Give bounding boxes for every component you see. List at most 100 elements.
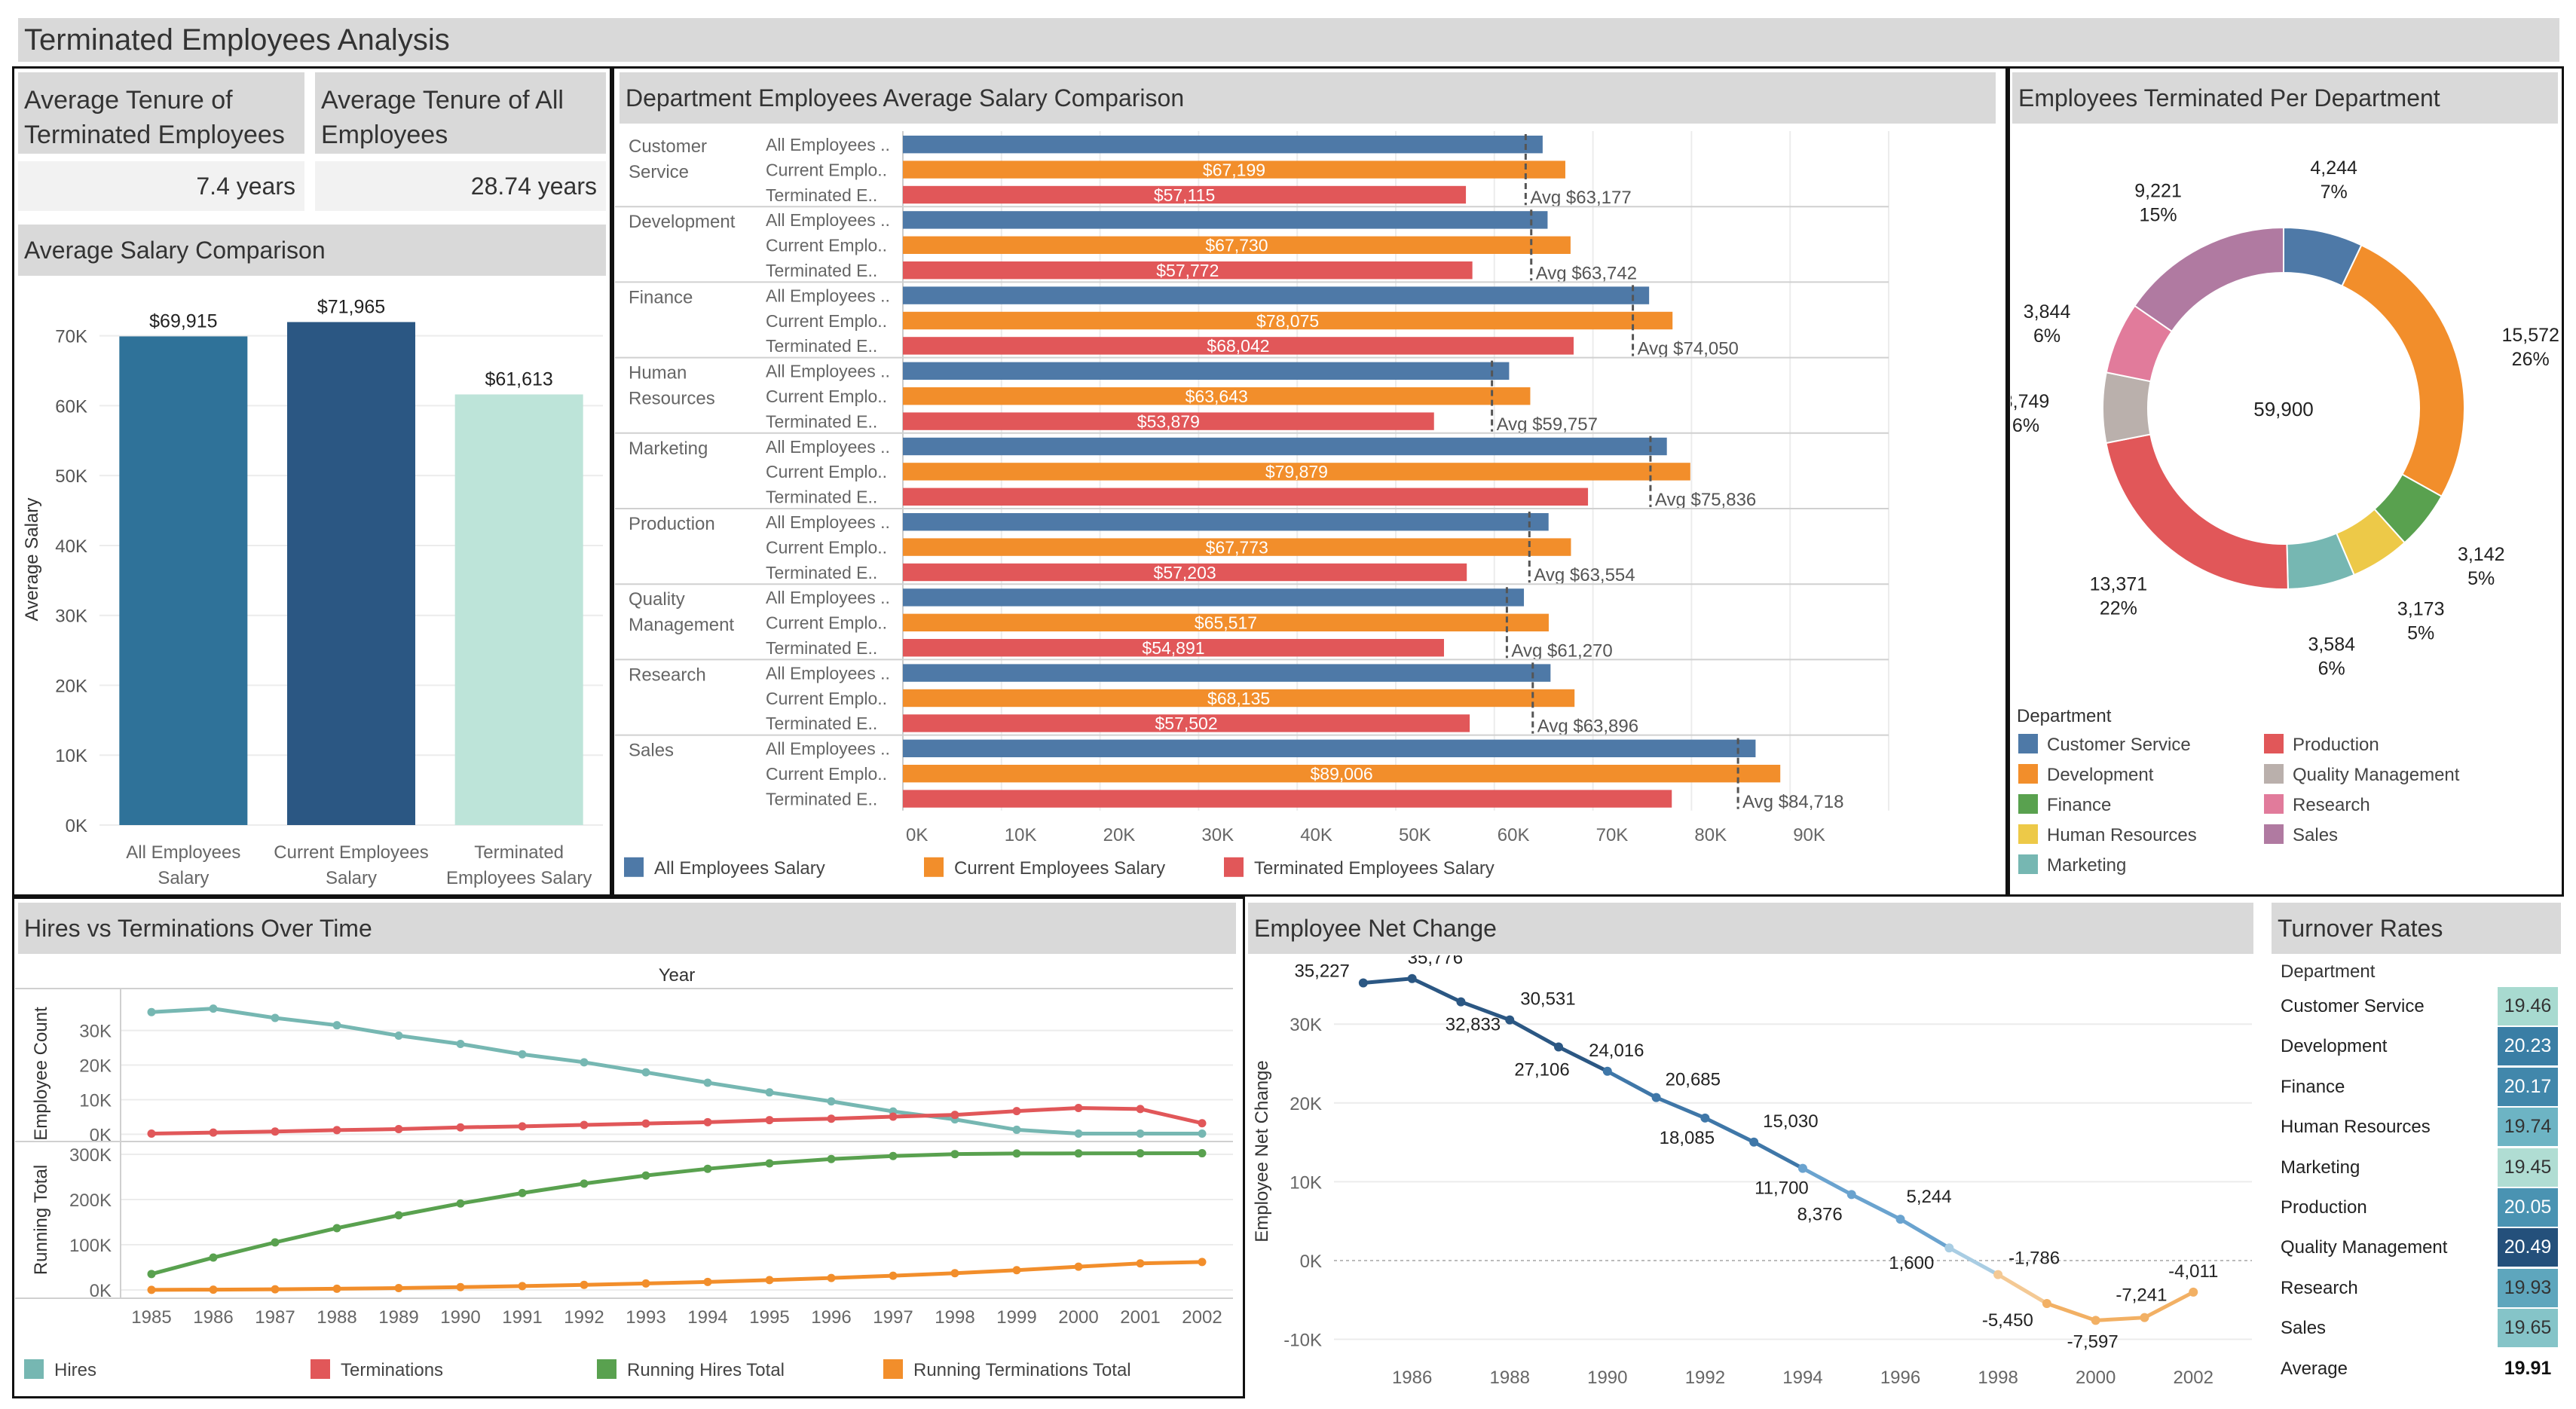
- bar-value-label: $53,879: [1137, 411, 1200, 431]
- donut-slice: [2105, 433, 2289, 590]
- legend-label: Terminations: [341, 1360, 443, 1380]
- y-tick-label: 40K: [55, 536, 87, 557]
- data-point: [1012, 1107, 1021, 1116]
- data-point: [271, 1238, 280, 1247]
- turnover-row: Production 20.05: [2275, 1187, 2561, 1228]
- x-tick-label: 20K: [1103, 825, 1136, 845]
- data-label: 35,776: [1408, 955, 1463, 968]
- data-point: [1993, 1270, 2003, 1279]
- data-point: [518, 1050, 527, 1059]
- reference-label: Avg $63,177: [1530, 188, 1631, 208]
- legend-label: Development: [2047, 765, 2154, 785]
- data-point: [580, 1280, 589, 1289]
- data-point: [1074, 1129, 1083, 1138]
- data-point: [332, 1021, 341, 1030]
- x-tick-label: 1990: [440, 1307, 480, 1328]
- department-label: Management: [629, 615, 734, 635]
- bar-value-label: $78,075: [1256, 311, 1319, 331]
- measure-label: Terminated E..: [766, 336, 877, 356]
- data-point: [456, 1199, 465, 1208]
- data-point: [827, 1154, 836, 1163]
- line-segment: [1899, 1217, 1950, 1250]
- legend-label: Quality Management: [2293, 765, 2460, 785]
- data-point: [456, 1123, 465, 1132]
- bar-value-label: $57,502: [1155, 714, 1217, 733]
- department-label: Resources: [629, 389, 715, 409]
- legend-swatch: [311, 1359, 330, 1379]
- legend-label: Human Resources: [2047, 825, 2197, 845]
- dept-salary-title: Department Employees Average Salary Comp…: [620, 72, 1996, 124]
- legend-label: All Employees Salary: [654, 858, 825, 879]
- turnover-table: Customer Service 19.46 Development 20.23 Fin…: [2275, 987, 2561, 1389]
- data-label: -4,011: [2168, 1261, 2218, 1282]
- turnover-rate-value: 20.23: [2498, 1027, 2558, 1066]
- slice-percent-label: 26%: [2512, 349, 2550, 370]
- data-point: [2189, 1287, 2198, 1297]
- line-segment: [1801, 1166, 1852, 1197]
- legend-swatch: [2018, 824, 2038, 844]
- turnover-department-label: Sales: [2281, 1318, 2327, 1339]
- line-segment: [1752, 1140, 1804, 1170]
- turnover-department-label: Development: [2281, 1036, 2388, 1057]
- turnover-rate-value: 19.46: [2498, 987, 2558, 1025]
- data-point: [1136, 1105, 1145, 1114]
- measure-label: All Employees ..: [766, 362, 890, 381]
- bar: [903, 739, 1756, 757]
- data-point: [1198, 1119, 1207, 1128]
- bar: [903, 463, 1690, 481]
- turnover-department-label: Finance: [2281, 1076, 2345, 1097]
- series-line: [151, 1105, 1203, 1135]
- y-tick-label: 30K: [55, 607, 87, 627]
- data-point: [827, 1097, 836, 1106]
- data-point: [394, 1125, 403, 1134]
- x-axis-title: Year: [659, 965, 696, 986]
- bar: [903, 136, 1543, 154]
- turnover-row: Sales 19.65: [2275, 1309, 2561, 1349]
- line-segment: [1460, 1000, 1511, 1022]
- data-point: [332, 1126, 341, 1135]
- hires-panel: [12, 897, 1245, 1398]
- data-point: [641, 1068, 650, 1077]
- x-tick-label: 1990: [1587, 1368, 1627, 1388]
- legend-swatch: [2264, 824, 2284, 844]
- measure-label: Current Emplo..: [766, 387, 887, 406]
- turnover-row: Customer Service 19.46: [2275, 987, 2561, 1027]
- x-tick-label: 1991: [502, 1307, 542, 1328]
- bar: [903, 689, 1575, 708]
- measure-label: Current Emplo..: [766, 689, 887, 708]
- legend-swatch: [24, 1359, 44, 1379]
- legend-label: Running Terminations Total: [913, 1360, 1131, 1380]
- x-tick-label: 50K: [1399, 825, 1431, 845]
- x-tick-label: 1996: [811, 1307, 851, 1328]
- line-segment: [1948, 1246, 1999, 1276]
- slice-percent-label: 7%: [2321, 182, 2348, 203]
- reference-label: Avg $59,757: [1497, 414, 1598, 435]
- x-tick-label: 2000: [1058, 1307, 1098, 1328]
- turnover-rate-value: 19.74: [2498, 1108, 2558, 1147]
- x-tick-label: Employees Salary: [446, 868, 592, 888]
- turnover-rate-value: 20.05: [2498, 1187, 2558, 1227]
- data-point: [827, 1114, 836, 1123]
- slice-value-label: 9,221: [2134, 180, 2182, 201]
- bar-value-label: $69,915: [149, 310, 217, 332]
- line-segment: [2143, 1290, 2195, 1319]
- data-point: [456, 1039, 465, 1048]
- turnover-rate-value: 19.65: [2498, 1309, 2558, 1348]
- data-point: [147, 1285, 156, 1294]
- data-point: [518, 1122, 527, 1131]
- reference-label: Avg $74,050: [1638, 339, 1739, 359]
- x-tick-label: 1992: [1685, 1368, 1725, 1388]
- line-segment: [1606, 1069, 1657, 1099]
- data-point: [1012, 1149, 1021, 1158]
- measure-label: Current Emplo..: [766, 236, 887, 255]
- x-tick-label: 1986: [193, 1307, 233, 1328]
- legend-swatch: [924, 857, 944, 877]
- data-point: [1074, 1262, 1083, 1271]
- data-point: [1074, 1149, 1083, 1158]
- x-tick-label: 2000: [2076, 1368, 2116, 1388]
- dept-salary-chart: 0K 10K 20K 30K 40K 50K 60K 70K 80K 90K Customer Ser…: [615, 131, 1889, 879]
- x-tick-label: 1993: [626, 1307, 665, 1328]
- slice-value-label: 4,244: [2310, 157, 2357, 179]
- data-point: [1407, 973, 1417, 983]
- department-label: Service: [629, 162, 689, 182]
